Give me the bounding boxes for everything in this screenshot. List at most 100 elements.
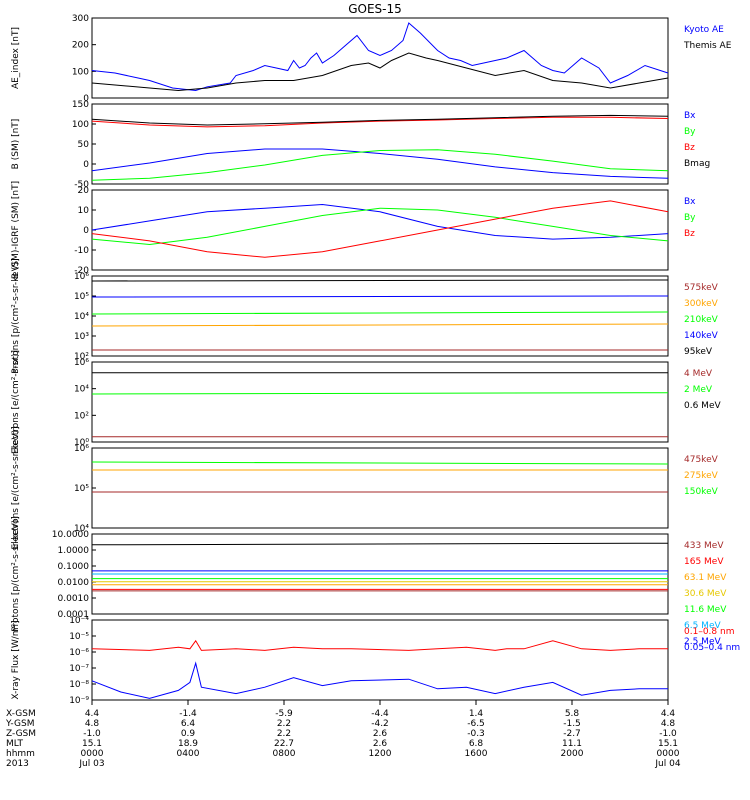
x-row-value: 22.7: [274, 739, 294, 749]
y-tick-label: -50: [74, 180, 89, 190]
x-row-value: 6.8: [469, 739, 484, 749]
legend-label: 0.6 MeV: [684, 401, 721, 411]
x-row-label: 2013: [6, 759, 29, 769]
panel-ylabel: Electrons [e/(cm²-s-sr)]: [11, 350, 21, 454]
x-row-value: 0800: [273, 749, 296, 759]
x-row-value: 15.1: [82, 739, 102, 749]
series-line: [91, 279, 669, 282]
x-row-value: 18.9: [178, 739, 198, 749]
x-row-value: 4.4: [85, 709, 100, 719]
legend-label: 0.1–0.8 nm: [684, 627, 734, 637]
y-tick-label: 0.0010: [58, 594, 90, 604]
y-tick-label: 1.0000: [58, 546, 90, 556]
x-row-value: 2.2: [277, 719, 291, 729]
x-row-value: 11.1: [562, 739, 582, 749]
panel-frame: [91, 361, 669, 443]
legend-label: By: [684, 127, 696, 137]
y-tick-label: 10⁻⁴: [69, 616, 89, 626]
y-tick-label: 300: [72, 14, 89, 24]
panel-ylabel: X-ray Flux [W/m²]: [11, 620, 21, 699]
x-row-value: -4.4: [371, 709, 389, 719]
y-tick-label: 10⁴: [74, 385, 89, 395]
x-row-value: -1.5: [563, 719, 581, 729]
legend-label: 150keV: [684, 487, 719, 497]
y-tick-label: 10⁶: [74, 358, 89, 368]
series-line: [91, 207, 669, 246]
series-line: [91, 392, 669, 395]
legend-label: 575keV: [684, 283, 719, 293]
x-row-value: -6.5: [467, 719, 485, 729]
panel-frame: [91, 275, 669, 357]
x-row-value: -1.0: [83, 729, 101, 739]
y-tick-label: 10⁶: [74, 272, 89, 282]
legend-label: Bx: [684, 111, 696, 121]
x-row-value: 4.8: [661, 719, 676, 729]
x-row-value: 5.8: [565, 709, 580, 719]
x-row-value: -2.7: [563, 729, 581, 739]
y-tick-label: 10⁻⁵: [69, 632, 89, 642]
legend-label: 30.6 MeV: [684, 589, 727, 599]
panel-ylabel: Protons [p/(cm²-s-sr-keV)]: [11, 258, 21, 374]
legend-label: 475keV: [684, 455, 719, 465]
y-tick-label: -20: [74, 266, 89, 276]
series-line: [91, 323, 669, 327]
y-tick-label: 10⁵: [74, 484, 89, 494]
panel-frame: [91, 447, 669, 529]
x-row-value: -1.0: [659, 729, 677, 739]
legend-label: 433 MeV: [684, 541, 724, 551]
y-tick-label: 10⁻⁶: [69, 648, 89, 658]
legend-label: By: [684, 213, 696, 223]
y-tick-label: 200: [72, 41, 89, 51]
panel-frame: [91, 619, 669, 701]
x-row-value: 1600: [465, 749, 488, 759]
y-tick-label: 10⁶: [74, 444, 89, 454]
panel-frame: [91, 17, 669, 99]
legend-label: 95keV: [684, 347, 713, 357]
x-row-value: 1.4: [469, 709, 484, 719]
series-line: [91, 542, 669, 546]
series-line: [91, 22, 669, 92]
y-tick-label: 150: [72, 100, 89, 110]
y-tick-label: 10²: [74, 352, 89, 362]
series-line: [91, 149, 669, 181]
x-row-label: MLT: [6, 739, 24, 749]
y-tick-label: 50: [78, 140, 90, 150]
y-tick-label: -10: [74, 246, 89, 256]
x-row-value: 0000: [657, 749, 680, 759]
x-row-value: -1.4: [179, 709, 197, 719]
y-tick-label: 10⁴: [74, 524, 89, 534]
panel-ylabel: AE_index [nT]: [11, 27, 21, 89]
figure-title: GOES-15: [348, 2, 402, 16]
panel-ylabel: B (SM) [nT]: [11, 119, 21, 170]
x-row-value: 1200: [369, 749, 392, 759]
legend-label: 140keV: [684, 331, 719, 341]
x-row-label: X-GSM: [6, 709, 36, 719]
panel-ylabel: Electrons [e/(cm²-s-sr-keV)]: [11, 426, 21, 549]
series-line: [91, 203, 669, 240]
y-tick-label: 0: [83, 94, 89, 104]
x-row-value: -0.3: [467, 729, 485, 739]
x-row-value: -4.2: [371, 719, 389, 729]
x-row-value: 2000: [561, 749, 584, 759]
series-line: [91, 639, 668, 651]
x-row-value: -5.9: [275, 709, 293, 719]
x-row-value: 6.4: [181, 719, 196, 729]
y-tick-label: 0.0100: [58, 578, 90, 588]
y-tick-label: 0.1000: [58, 562, 90, 572]
y-tick-label: 100: [72, 120, 89, 130]
series-line: [91, 148, 669, 179]
y-tick-label: 10²: [74, 411, 89, 421]
series-line: [91, 461, 669, 465]
y-tick-label: 10⁵: [74, 292, 89, 302]
legend-label: 165 MeV: [684, 557, 724, 567]
series-line: [91, 200, 669, 258]
x-row-label: Z-GSM: [6, 729, 36, 739]
x-row-label: Y-GSM: [5, 719, 34, 729]
x-row-value: 2.2: [277, 729, 291, 739]
panel-frame: [91, 189, 669, 271]
legend-label: 6.5 MeV: [684, 621, 721, 631]
x-row-value: 2.6: [373, 739, 388, 749]
y-tick-label: 0.0001: [58, 610, 90, 620]
y-tick-label: 10⁻⁸: [69, 680, 89, 690]
y-tick-label: 10⁻⁹: [69, 696, 89, 706]
